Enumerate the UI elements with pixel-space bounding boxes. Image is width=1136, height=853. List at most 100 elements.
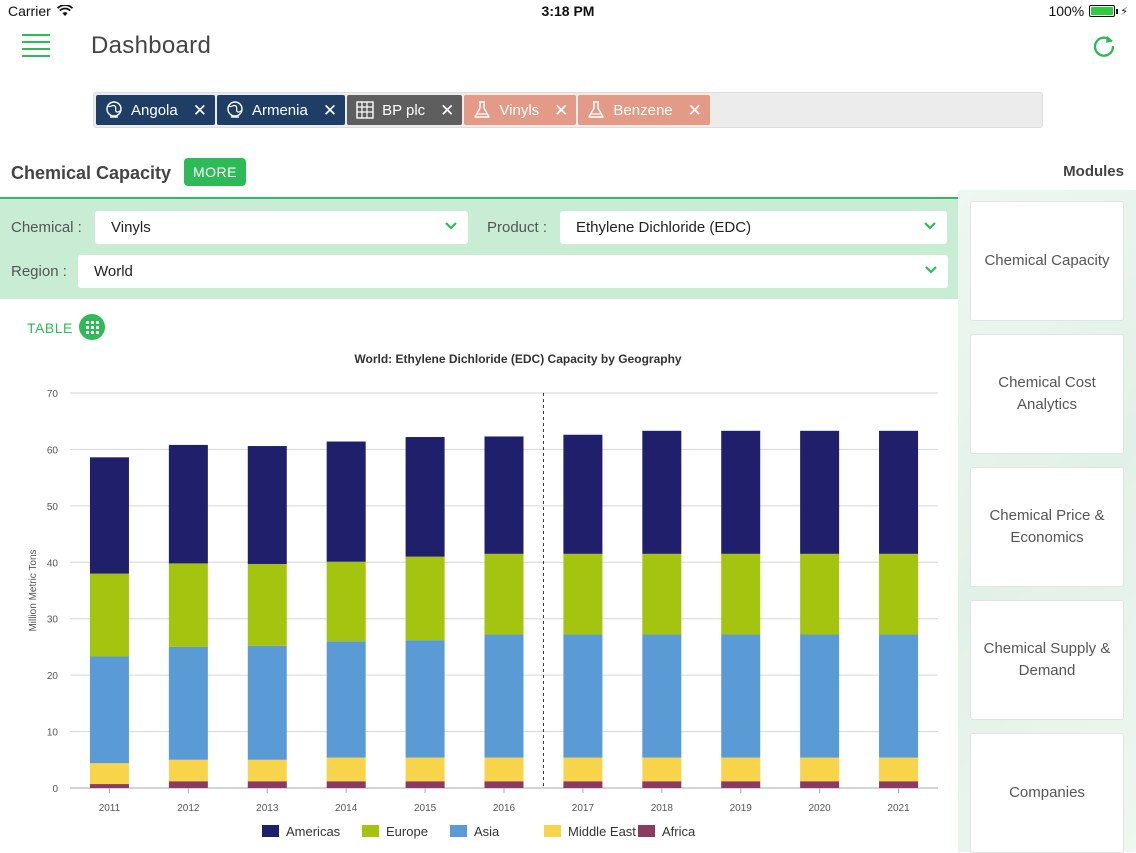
more-button[interactable]: MORE <box>184 158 246 186</box>
x-tick-label: 2015 <box>414 803 437 814</box>
filter-chip-bar: Angola ✕ Armenia ✕ BP plc ✕ Vinyls ✕ Benzene ✕ <box>93 92 1043 128</box>
close-icon[interactable]: ✕ <box>440 100 455 120</box>
modules-title: Modules <box>1063 163 1124 180</box>
filter-chip[interactable]: Benzene ✕ <box>578 95 710 125</box>
close-icon[interactable]: ✕ <box>687 100 702 120</box>
module-card[interactable]: Chemical Price & Economics <box>970 467 1124 587</box>
legend-label: Middle East <box>568 824 636 839</box>
x-tick-label: 2020 <box>809 803 832 814</box>
y-axis-label: Million Metric Tons <box>28 549 39 631</box>
legend-swatch <box>262 825 279 837</box>
bar-segment-africa <box>168 781 208 788</box>
filter-chip[interactable]: BP plc ✕ <box>347 95 463 125</box>
page-title: Dashboard <box>91 32 212 59</box>
building-icon <box>355 100 375 120</box>
bar-segment-asia <box>168 646 208 760</box>
bar-segment-europe <box>642 553 682 635</box>
module-card[interactable]: Chemical Capacity <box>970 201 1124 321</box>
x-tick-label: 2019 <box>730 803 753 814</box>
x-tick-label: 2017 <box>572 803 595 814</box>
bar-segment-asia <box>326 641 366 758</box>
bar-segment-europe <box>800 553 840 635</box>
bar-segment-americas <box>800 430 840 554</box>
filter-chip[interactable]: Vinyls ✕ <box>464 95 577 125</box>
bar-segment-americas <box>642 430 682 554</box>
bar-segment-africa <box>879 781 919 788</box>
bar-segment-americas <box>879 430 919 554</box>
x-tick-label: 2016 <box>493 803 516 814</box>
legend-swatch <box>638 825 655 837</box>
capacity-chart: World: Ethylene Dichloride (EDC) Capacit… <box>28 352 938 839</box>
bar-segment-europe <box>168 563 208 647</box>
chemical-label: Chemical : <box>11 219 82 236</box>
module-card-label: Chemical Capacity <box>984 252 1110 269</box>
legend-label: Europe <box>386 824 428 839</box>
bar-segment-africa <box>247 781 287 788</box>
region-select[interactable]: World <box>78 255 948 288</box>
bar-segment-middle-east <box>168 759 208 782</box>
battery-percent: 100% <box>1048 3 1085 19</box>
bar-segment-americas <box>89 457 129 574</box>
module-card-label: Companies <box>1009 784 1085 801</box>
bar-segment-europe <box>879 553 919 635</box>
y-tick-label: 20 <box>47 671 59 682</box>
bar-segment-americas <box>326 441 366 562</box>
module-card[interactable]: Chemical Cost Analytics <box>970 334 1124 454</box>
close-icon[interactable]: ✕ <box>554 100 569 120</box>
legend-swatch <box>450 825 467 837</box>
chevron-down-icon <box>445 222 457 230</box>
bar-segment-europe <box>89 573 129 657</box>
bar-segment-africa <box>89 784 129 788</box>
refresh-icon[interactable] <box>1090 32 1118 60</box>
legend-label: Americas <box>286 824 341 839</box>
bar-segment-americas <box>563 434 603 554</box>
bar-segment-europe <box>484 553 524 635</box>
region-select-value: World <box>94 263 133 280</box>
bar-segment-africa <box>484 781 524 788</box>
globe-icon <box>104 100 124 120</box>
x-tick-label: 2018 <box>651 803 674 814</box>
filter-chip-label: Vinyls <box>499 101 540 119</box>
filter-chip-label: Angola <box>131 101 178 119</box>
close-icon[interactable]: ✕ <box>192 100 207 120</box>
x-tick-label: 2013 <box>256 803 279 814</box>
bar-segment-africa <box>405 781 445 788</box>
bar-segment-africa <box>326 781 366 788</box>
module-card[interactable]: Chemical Supply & Demand <box>970 600 1124 720</box>
chart-title: World: Ethylene Dichloride (EDC) Capacit… <box>354 352 681 366</box>
product-select[interactable]: Ethylene Dichloride (EDC) <box>560 211 947 244</box>
module-card-label: Chemical Cost Analytics <box>998 374 1096 413</box>
bar-segment-europe <box>563 553 603 635</box>
region-label: Region : <box>11 263 67 280</box>
x-tick-label: 2014 <box>335 803 358 814</box>
product-select-value: Ethylene Dichloride (EDC) <box>576 219 752 236</box>
bar-segment-americas <box>247 446 287 564</box>
y-tick-label: 40 <box>47 558 59 569</box>
chemical-select[interactable]: Vinyls <box>95 211 468 244</box>
x-tick-label: 2011 <box>99 803 121 814</box>
filter-chip[interactable]: Angola ✕ <box>96 95 215 125</box>
close-icon[interactable]: ✕ <box>322 100 338 120</box>
grid-icon[interactable] <box>79 314 105 340</box>
y-tick-label: 30 <box>47 615 59 626</box>
bar-segment-middle-east <box>484 757 524 782</box>
bar-segment-asia <box>879 634 919 758</box>
status-right: 100% ⚡ <box>1048 3 1128 19</box>
bar-segment-middle-east <box>326 757 366 782</box>
bar-segment-asia <box>405 640 445 758</box>
battery-icon <box>1089 5 1119 17</box>
bar-segment-africa <box>721 781 761 788</box>
menu-icon[interactable] <box>22 34 50 58</box>
legend-swatch <box>362 825 379 837</box>
filter-chip-label: BP plc <box>382 101 426 119</box>
y-tick-label: 70 <box>47 389 59 400</box>
status-bar: Carrier 3:18 PM 100% ⚡ <box>0 0 1136 22</box>
modules-sidebar: Chemical Capacity Chemical Cost Analytics… <box>958 190 1136 853</box>
table-link[interactable]: TABLE <box>27 320 73 336</box>
bar-segment-asia <box>484 634 524 758</box>
status-left: Carrier <box>8 3 73 19</box>
module-card[interactable]: Companies <box>970 733 1124 853</box>
chevron-down-icon <box>925 266 937 274</box>
filter-chip[interactable]: Armenia ✕ <box>216 95 346 125</box>
bar-segment-europe <box>721 553 761 635</box>
